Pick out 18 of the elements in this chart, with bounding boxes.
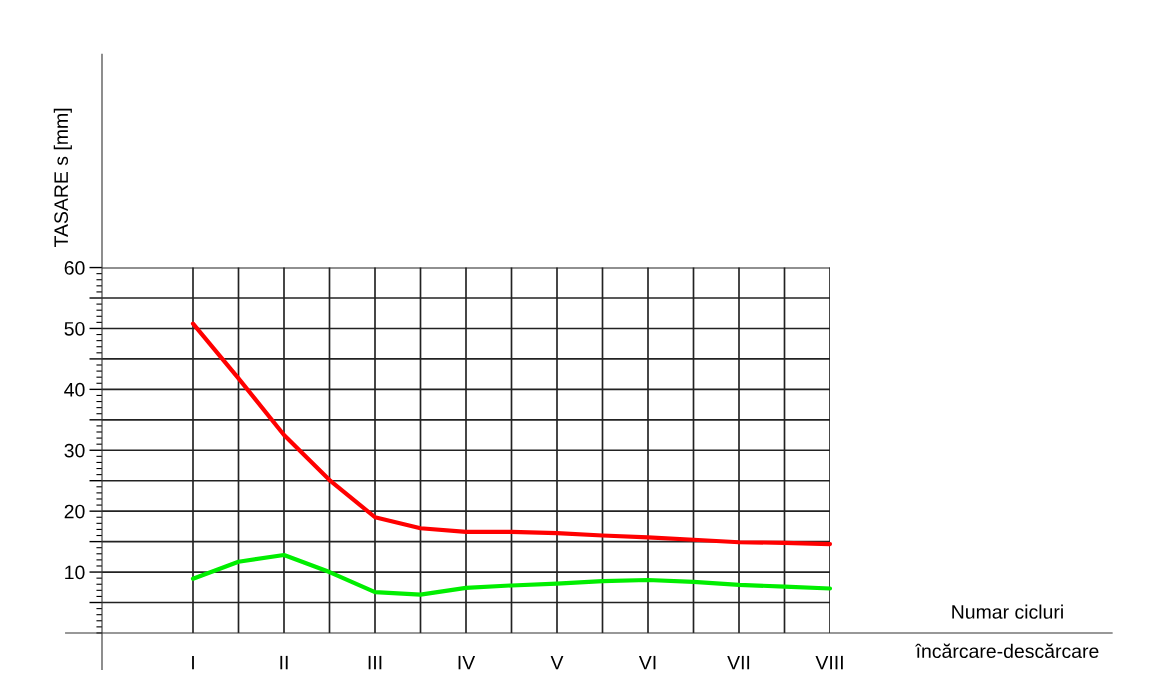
y-tick-label: 50 (64, 321, 85, 336)
y-tick-label: 30 (64, 443, 85, 458)
x-tick-label: II (280, 655, 288, 670)
y-tick-label: 10 (65, 565, 85, 580)
x-tick-label: VII (727, 655, 750, 670)
line-series (190, 552, 833, 597)
x-tick-label: IV (458, 655, 476, 670)
x-tick-label: III (368, 655, 382, 670)
y-tick-label: 40 (64, 382, 85, 397)
y-tick-label: 20 (64, 504, 85, 519)
x-tick-label: I (192, 655, 194, 670)
line-series (190, 321, 833, 547)
x-tick-label: V (550, 655, 564, 670)
x-tick-label: VI (638, 655, 656, 670)
y-tick-label: 60 (64, 261, 85, 275)
x-tick-label: VIII (815, 655, 843, 670)
y-axis-title: TASARE s [mm] (53, 108, 72, 248)
text: Numar cicluri încărcare-descărcare (915, 604, 1099, 659)
